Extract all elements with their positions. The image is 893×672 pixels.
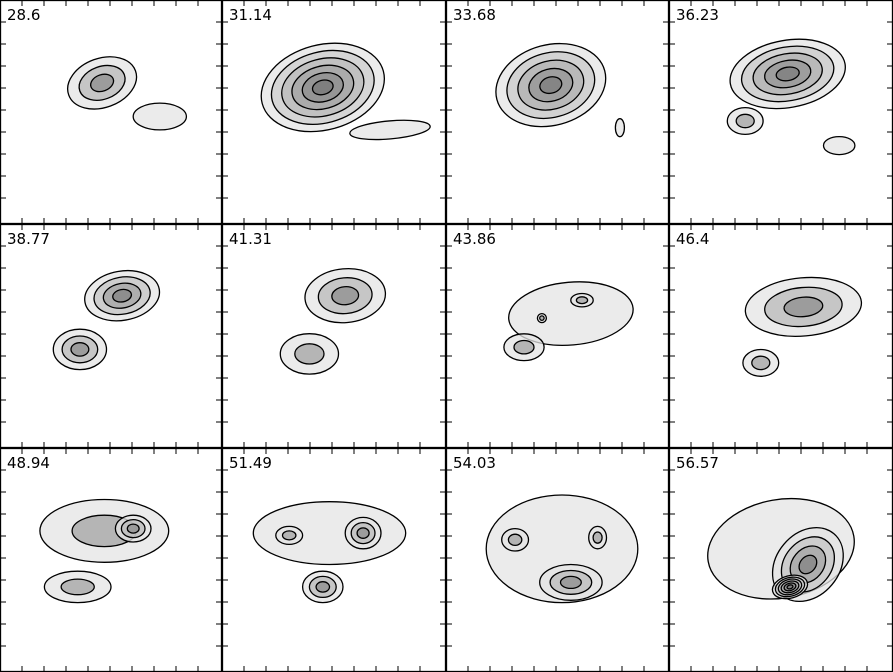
- panel-56.57: 56.57: [668, 447, 893, 672]
- contour-level-5: [775, 66, 800, 82]
- panel-label: 46.4: [676, 230, 709, 248]
- contour-blob: [43, 570, 112, 604]
- contour-blob: [84, 269, 161, 322]
- contour-level-2: [513, 339, 535, 355]
- contour-level-1: [614, 118, 626, 138]
- panel-frame: [0, 0, 223, 225]
- contour-blob: [301, 570, 344, 604]
- contour-blob: [349, 119, 431, 141]
- contour-blob: [539, 563, 603, 601]
- contour-level-3: [126, 523, 140, 534]
- contour-level-2: [592, 531, 603, 544]
- panel-43.86: 43.86: [445, 223, 670, 449]
- panel-31.14: 31.14: [221, 0, 447, 225]
- contour-blob: [614, 118, 626, 138]
- contour-blob: [742, 348, 780, 377]
- contour-blob: [67, 56, 138, 110]
- contour-level-2: [294, 343, 325, 365]
- contour-level-1: [132, 102, 188, 131]
- panel-41.31: 41.31: [221, 223, 447, 449]
- panel-frame: [221, 223, 447, 449]
- contour-blob: [536, 312, 548, 324]
- contour-blob: [771, 574, 809, 600]
- contour-level-4: [798, 554, 818, 575]
- contour-blob: [726, 106, 764, 136]
- contour-level-2: [60, 578, 95, 596]
- contour-blob: [304, 268, 387, 324]
- panel-frame: [0, 223, 223, 449]
- contour-level-3: [356, 527, 370, 539]
- contour-level-3: [315, 581, 331, 593]
- panel-33.68: 33.68: [445, 0, 670, 225]
- panel-label: 36.23: [676, 6, 719, 24]
- contour-blob: [275, 525, 304, 546]
- contour-level-2: [575, 296, 589, 305]
- panel-label: 48.94: [7, 454, 50, 472]
- contour-blob: [495, 42, 607, 128]
- contour-level-6: [786, 584, 794, 590]
- contour-blob: [52, 328, 108, 371]
- contour-blob: [114, 514, 152, 543]
- panel-48.94: 48.94: [0, 447, 223, 672]
- contour-level-4: [112, 288, 133, 303]
- panel-label: 51.49: [229, 454, 272, 472]
- panel-51.49: 51.49: [221, 447, 447, 672]
- panel-28.6: 28.6: [0, 0, 223, 225]
- contour-level-3: [70, 342, 90, 357]
- panel-frame: [445, 0, 670, 225]
- panel-label: 56.57: [676, 454, 719, 472]
- contour-level-3: [783, 296, 824, 318]
- panel-36.23: 36.23: [668, 0, 893, 225]
- contour-blob: [508, 281, 634, 346]
- contour-level-1: [349, 119, 431, 141]
- panel-label: 38.77: [7, 230, 50, 248]
- panel-38.77: 38.77: [0, 223, 223, 449]
- contour-level-3: [90, 73, 115, 93]
- panel-label: 43.86: [453, 230, 496, 248]
- panel-frame: [668, 0, 893, 225]
- contour-blob: [729, 38, 846, 110]
- contour-blob: [570, 292, 594, 308]
- contour-blob: [344, 516, 382, 550]
- panel-label: 54.03: [453, 454, 496, 472]
- panel-frame: [445, 223, 670, 449]
- contour-blob: [588, 525, 608, 550]
- contour-level-6: [311, 79, 334, 96]
- panel-label: 28.6: [7, 6, 40, 24]
- panel-label: 31.14: [229, 6, 272, 24]
- contour-level-3: [331, 286, 360, 306]
- contour-blob: [822, 135, 856, 156]
- contour-blob: [503, 333, 545, 362]
- contour-level-2: [735, 113, 755, 129]
- contour-blob: [501, 527, 530, 552]
- contour-level-1: [508, 281, 634, 346]
- panel-label: 41.31: [229, 230, 272, 248]
- panel-label: 33.68: [453, 6, 496, 24]
- contour-blob: [132, 102, 188, 131]
- contour-level-2: [507, 533, 523, 547]
- panel-54.03: 54.03: [445, 447, 670, 672]
- panel-frame: [221, 0, 447, 225]
- contour-blob: [744, 276, 863, 337]
- contour-level-1: [822, 135, 856, 156]
- contour-blob: [279, 333, 340, 375]
- contour-level-2: [281, 530, 297, 541]
- contour-level-3: [559, 575, 582, 590]
- contour-level-2: [751, 355, 771, 371]
- contour-blob: [260, 42, 386, 133]
- panel-46.4: 46.4: [668, 223, 893, 449]
- contour-level-5: [539, 76, 563, 95]
- contour-level-2: [539, 315, 545, 321]
